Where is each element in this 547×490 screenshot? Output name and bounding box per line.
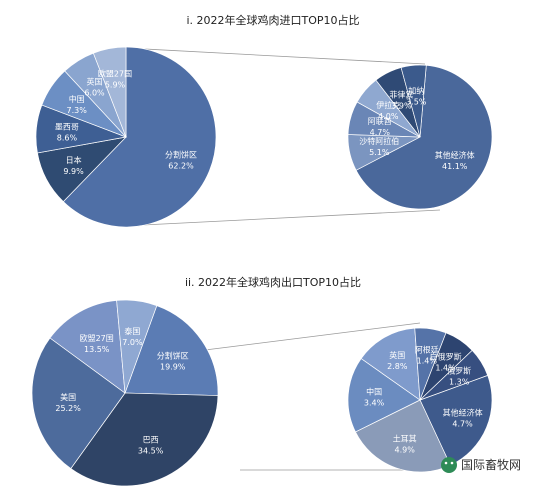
chart-2-detail-value-5: 1.4% xyxy=(435,364,456,373)
chart-2-main-label-0: 分割饼区 xyxy=(157,351,189,361)
chart-2-detail-value-0: 4.7% xyxy=(452,420,473,429)
chart-1-main-label-1: 日本 xyxy=(66,155,82,165)
chart-2-detail-value-6: 1.3% xyxy=(449,378,470,387)
chart-1-main-slice-0 xyxy=(62,46,217,228)
chart-2-detail-slice-2 xyxy=(347,358,421,433)
chart-2-main-value-3: 13.5% xyxy=(84,345,110,354)
chart-1-detail-value-1: 5.1% xyxy=(369,148,390,157)
chart-1-detail-label-5: 加纳 xyxy=(408,85,424,95)
chart-2-main-pie: 分割饼区 19.9% 巴西 34.5% 美国 25.2% 欧盟27国 13.5% 泰国 7.0% xyxy=(31,299,219,487)
chart-2-detail-label-0: 其他经济体 xyxy=(443,408,483,418)
wechat-icon-eye-right xyxy=(450,461,454,465)
chart-1-main-label-5: 欧盟27国 xyxy=(98,69,132,79)
chart-2-main-slice-0 xyxy=(124,305,219,396)
chart-2-main-label-4: 泰国 xyxy=(124,326,140,336)
chart-1-detail-label-1: 沙特阿拉伯 xyxy=(359,136,399,146)
chart-1-detail-label-3: 伊拉克 xyxy=(376,100,400,110)
chart-1-detail-pie: 其他经济体 41.1% 沙特阿拉伯 5.1% 阿联酋 4.7% 伊拉克 4.0% 菲律宾 3.9%… xyxy=(347,64,493,210)
chart-2-detail-label-6: 俄罗斯 xyxy=(447,366,471,376)
chart-1-main-label-3: 中国 xyxy=(69,94,85,104)
chart-1-main-value-0: 62.2% xyxy=(168,161,194,170)
chart-1-detail-value-0: 41.1% xyxy=(442,162,468,171)
chart-1-main-value-3: 7.3% xyxy=(67,106,88,115)
chart-2-main-label-2: 美国 xyxy=(60,392,76,402)
chart-2-main-label-1: 巴西 xyxy=(143,436,159,445)
chart-1-detail-value-2: 4.7% xyxy=(370,128,391,137)
chart-1-detail-label-4: 菲律宾 xyxy=(389,90,413,100)
chart-2-detail-value-1: 4.9% xyxy=(395,446,416,455)
chart-1-detail-slice-0 xyxy=(355,64,493,210)
chart-2-main-slice-2 xyxy=(31,337,126,470)
chart-1-connector-bottom xyxy=(142,209,441,226)
chart-2-main-value-1: 34.5% xyxy=(138,447,164,456)
chart-1-main-value-2: 8.6% xyxy=(57,134,78,143)
chart-2-main-slice-1 xyxy=(70,392,219,487)
chart-2-title: ii. 2022年全球鸡肉出口TOP10占比 xyxy=(185,275,361,289)
chart-2-detail-label-5: 白俄罗斯 xyxy=(430,352,462,362)
chart-2-main-value-2: 25.2% xyxy=(55,404,81,413)
chart-1-detail-value-5: 3.5% xyxy=(406,97,427,106)
chart-1-main-value-4: 6.0% xyxy=(84,89,105,98)
chart-1-detail-value-3: 4.0% xyxy=(378,112,399,121)
chart-1-main-pie: 分割饼区 62.2% 日本 9.9% 墨西哥 8.6% 中国 7.3% 英国 6.0% 欧盟27国 5… xyxy=(35,46,217,228)
chart-2-main-value-4: 7.0% xyxy=(122,338,143,347)
chart-2-main-label-3: 欧盟27国 xyxy=(80,333,114,343)
chart-2-detail-label-1: 土耳其 xyxy=(393,434,417,444)
chart-1-detail-value-4: 3.9% xyxy=(391,102,412,111)
chart-1-title: i. 2022年全球鸡肉进口TOP10占比 xyxy=(186,13,359,27)
wechat-icon-eye-left xyxy=(444,461,448,465)
watermark: 国际畜牧网 xyxy=(441,457,521,473)
chart-2-detail-pie: 其他经济体4.7%土耳其4.9%中国3.4%英国2.8%阿根廷1.4%白俄罗斯1… xyxy=(347,327,493,473)
watermark-text: 国际畜牧网 xyxy=(461,457,521,472)
chart-2-connector-top xyxy=(204,322,421,351)
chart-1-connector-top xyxy=(125,47,426,65)
chart-2-main-slice-4 xyxy=(116,299,158,394)
chart-1-main-value-1: 9.9% xyxy=(63,167,84,176)
chart-1-detail-label-2: 阿联酋 xyxy=(368,116,392,126)
chart-2-detail-slice-6 xyxy=(419,349,489,401)
chart-1-main-slice-5 xyxy=(92,46,127,138)
chart-1-main-label-0: 分割饼区 xyxy=(165,149,197,159)
chart-2-detail-label-3: 英国 xyxy=(389,350,405,360)
chart-2-detail-value-3: 2.8% xyxy=(387,362,408,371)
chart-2-main-value-0: 19.9% xyxy=(160,363,186,372)
chart-2-detail-slice-3 xyxy=(360,327,421,401)
chart-1-main-label-2: 墨西哥 xyxy=(55,123,79,132)
chart-2-detail-slice-0 xyxy=(419,374,493,466)
chart-2-connectors xyxy=(204,322,430,471)
chart-2-detail-value-2: 3.4% xyxy=(364,398,385,407)
chart-2-detail-label-2: 中国 xyxy=(366,386,382,396)
chart-1-main-label-4: 英国 xyxy=(87,77,103,87)
chart-1-connectors xyxy=(125,47,441,226)
chart-1-main-value-5: 5.9% xyxy=(105,81,126,90)
chart-1-detail-slice-5 xyxy=(400,64,427,138)
chart-2-detail-label-4: 阿根廷 xyxy=(415,344,439,354)
wechat-icon xyxy=(441,457,457,473)
chart-2-detail-value-4: 1.4% xyxy=(417,356,438,365)
chart-2-main-slice-3 xyxy=(49,299,126,394)
chart-2-detail-slice-1 xyxy=(355,399,451,473)
chart-1-detail-label-0: 其他经济体 xyxy=(435,150,475,160)
